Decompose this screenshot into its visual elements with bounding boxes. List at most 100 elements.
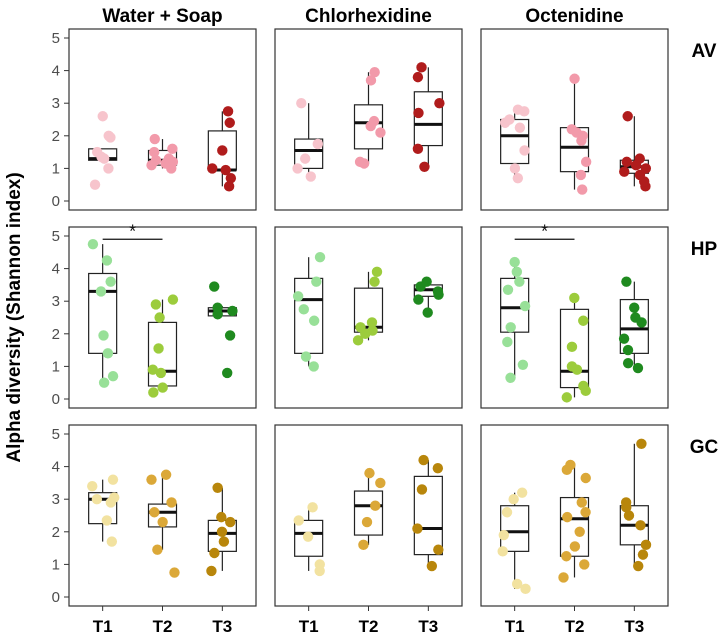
data-point bbox=[369, 67, 380, 78]
column-header: Octenidine bbox=[525, 6, 623, 27]
data-point bbox=[578, 315, 589, 326]
data-point bbox=[580, 156, 592, 168]
data-point bbox=[361, 516, 373, 528]
data-point bbox=[153, 343, 164, 354]
data-point bbox=[640, 539, 652, 551]
data-point bbox=[160, 469, 172, 480]
data-point bbox=[311, 276, 322, 287]
x-tick-label: T3 bbox=[418, 617, 438, 636]
x-tick-label: T2 bbox=[359, 617, 379, 636]
data-point bbox=[300, 351, 312, 362]
row-label: AV bbox=[692, 41, 717, 62]
data-point bbox=[209, 281, 220, 292]
data-point bbox=[561, 551, 572, 562]
data-point bbox=[163, 153, 175, 164]
data-point bbox=[212, 482, 223, 493]
data-point bbox=[206, 565, 217, 577]
data-point bbox=[412, 143, 424, 155]
data-point bbox=[620, 497, 632, 508]
data-point bbox=[364, 467, 375, 479]
y-tick-label: 1 bbox=[52, 556, 60, 573]
data-point bbox=[368, 115, 380, 127]
data-point bbox=[497, 546, 508, 557]
data-point bbox=[412, 71, 424, 83]
data-point bbox=[421, 276, 432, 287]
data-point bbox=[561, 392, 573, 403]
data-point bbox=[632, 362, 644, 374]
data-point bbox=[619, 166, 630, 177]
data-point bbox=[562, 511, 573, 523]
data-point bbox=[103, 163, 114, 174]
data-point bbox=[218, 536, 230, 547]
data-point bbox=[222, 106, 234, 117]
data-point bbox=[227, 305, 238, 317]
data-point bbox=[367, 325, 378, 336]
data-point bbox=[416, 484, 428, 495]
data-point bbox=[498, 529, 509, 541]
y-tick-label: 1 bbox=[52, 358, 60, 375]
data-point bbox=[566, 361, 578, 372]
data-point bbox=[569, 73, 580, 84]
data-point bbox=[636, 438, 647, 449]
data-point bbox=[89, 179, 101, 190]
data-point bbox=[222, 367, 233, 379]
y-axis-label: Alpha diversity (Shannon index) bbox=[4, 172, 25, 462]
data-point bbox=[633, 560, 644, 572]
row-label: HP bbox=[691, 239, 718, 260]
data-point bbox=[640, 163, 652, 174]
data-point bbox=[432, 286, 444, 297]
data-point bbox=[293, 515, 304, 526]
data-point bbox=[167, 143, 178, 155]
data-point bbox=[433, 544, 444, 555]
data-point bbox=[98, 377, 110, 388]
data-point bbox=[637, 549, 649, 560]
data-point bbox=[150, 299, 162, 310]
data-point bbox=[512, 172, 524, 184]
x-tick-label: T2 bbox=[153, 617, 173, 636]
data-point bbox=[352, 335, 364, 346]
data-point bbox=[578, 380, 589, 392]
data-point bbox=[109, 492, 120, 503]
data-point bbox=[514, 276, 525, 287]
data-point bbox=[103, 130, 114, 141]
data-point bbox=[217, 145, 228, 156]
data-point bbox=[101, 515, 113, 526]
y-tick-label: 1 bbox=[52, 160, 60, 177]
data-point bbox=[569, 292, 580, 304]
y-tick-label: 3 bbox=[52, 491, 60, 508]
data-point bbox=[621, 156, 632, 168]
box bbox=[294, 277, 324, 354]
data-point bbox=[216, 526, 228, 537]
data-point bbox=[516, 487, 528, 498]
data-point bbox=[150, 155, 162, 166]
data-point bbox=[223, 181, 235, 192]
y-tick-label: 0 bbox=[52, 391, 60, 408]
data-point bbox=[308, 361, 319, 372]
data-point bbox=[216, 511, 227, 523]
data-point bbox=[224, 117, 235, 128]
data-point bbox=[621, 276, 632, 287]
data-point bbox=[517, 359, 529, 370]
data-point bbox=[580, 507, 591, 518]
y-tick-label: 2 bbox=[52, 326, 60, 343]
data-point bbox=[209, 547, 220, 559]
data-point bbox=[225, 516, 236, 528]
data-point bbox=[577, 184, 588, 195]
data-point bbox=[296, 98, 307, 109]
box bbox=[353, 490, 384, 536]
data-point bbox=[426, 560, 438, 572]
data-point bbox=[519, 300, 531, 312]
data-point bbox=[169, 567, 180, 578]
column-header: Water + Soap bbox=[102, 6, 222, 27]
data-point bbox=[509, 163, 521, 174]
data-point bbox=[369, 276, 380, 287]
data-point bbox=[292, 163, 303, 174]
data-point bbox=[358, 539, 369, 551]
data-point bbox=[419, 161, 430, 172]
data-point bbox=[618, 333, 630, 344]
data-point bbox=[566, 124, 578, 135]
data-point bbox=[224, 330, 236, 341]
data-point bbox=[375, 477, 386, 489]
data-point bbox=[167, 294, 179, 305]
